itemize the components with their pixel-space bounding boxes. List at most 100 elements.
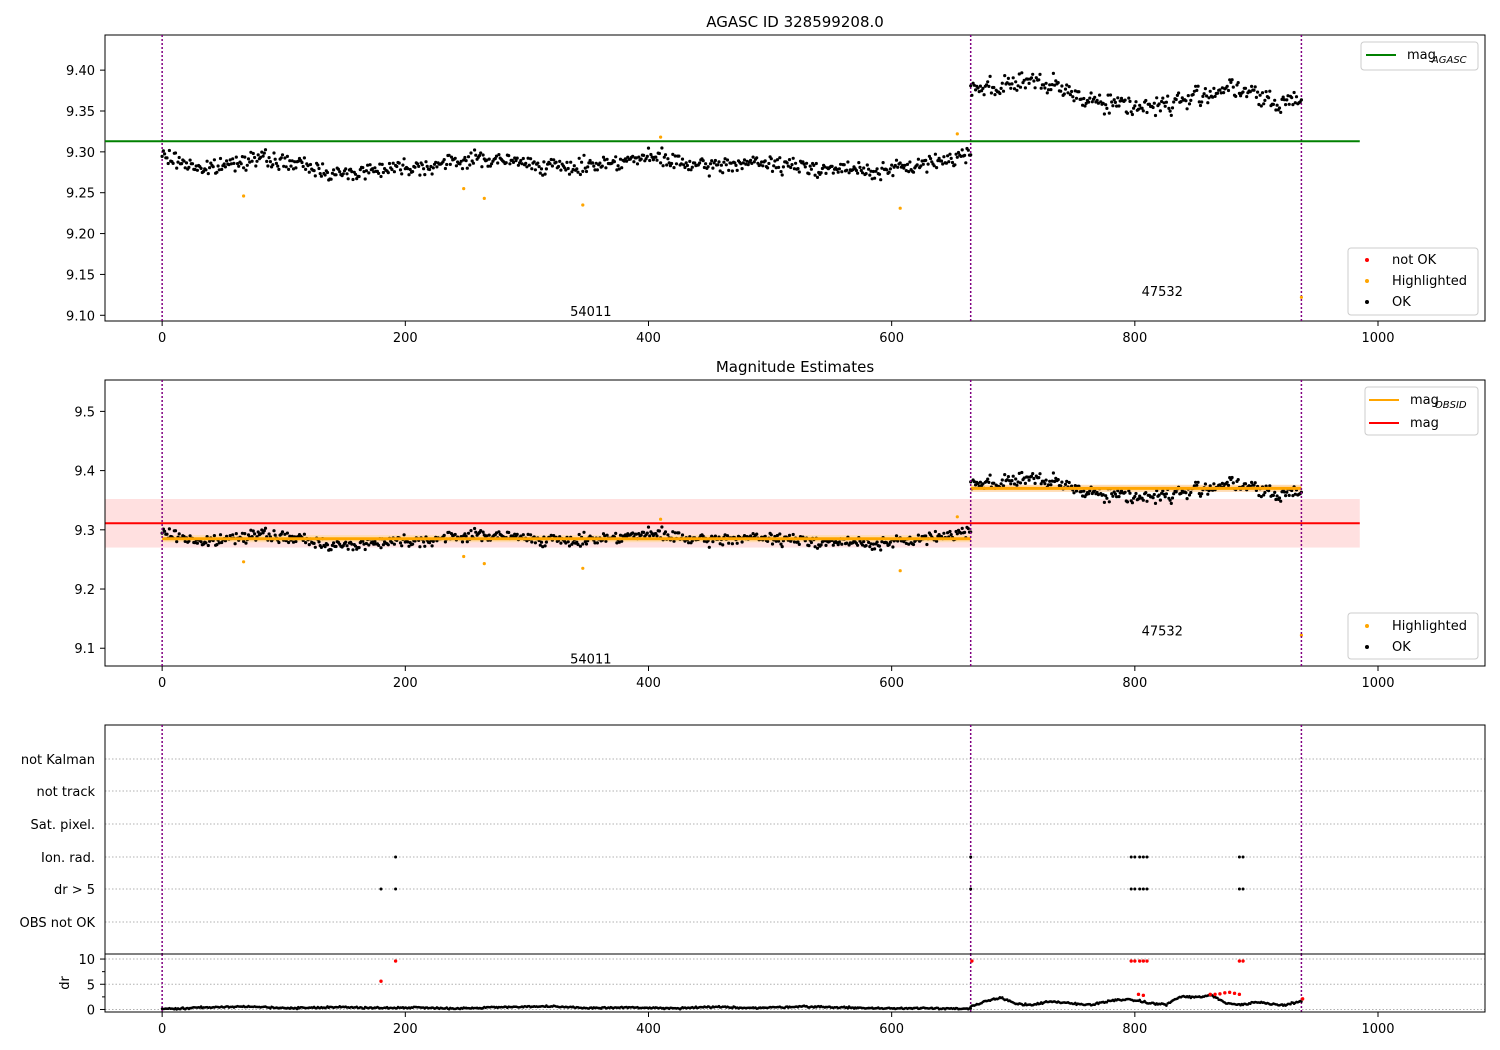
- ok-point: [1161, 96, 1165, 100]
- ok-point: [429, 164, 433, 169]
- ok-point: [302, 532, 306, 536]
- ok-point: [916, 533, 921, 537]
- ok-point: [860, 171, 865, 175]
- ok-point: [350, 542, 354, 546]
- ok-point: [1161, 489, 1165, 493]
- ok-point: [1200, 100, 1204, 104]
- ok-point: [659, 161, 663, 165]
- ok-point: [239, 162, 243, 166]
- ok-point: [582, 530, 586, 534]
- ok-point: [1049, 88, 1053, 92]
- ok-point: [208, 166, 212, 170]
- ok-point: [903, 163, 907, 167]
- ok-point: [1284, 103, 1288, 107]
- ok-point: [595, 168, 600, 172]
- ok-point: [1257, 102, 1261, 107]
- ok-point: [1299, 98, 1303, 102]
- ok-point: [377, 171, 381, 175]
- ok-point: [713, 534, 718, 538]
- ok-point: [944, 161, 949, 165]
- ok-point: [891, 174, 895, 178]
- ok-point: [1127, 96, 1131, 100]
- ok-point: [1020, 71, 1024, 75]
- ok-point: [1140, 106, 1144, 110]
- ok-point: [220, 167, 224, 171]
- ok-point: [869, 169, 873, 173]
- ok-point: [578, 172, 583, 177]
- ok-point: [963, 153, 967, 157]
- ok-point: [1162, 101, 1166, 105]
- ok-point: [1037, 78, 1041, 82]
- ok-point: [473, 526, 477, 531]
- ok-point: [1145, 499, 1149, 503]
- ok-point: [846, 160, 850, 164]
- y-tick-label: 9.30: [66, 146, 95, 161]
- ok-point: [381, 170, 385, 175]
- ok-point: [787, 533, 792, 538]
- ok-point: [341, 172, 345, 176]
- dr-not-ok-point: [1213, 992, 1217, 997]
- ok-point: [1212, 86, 1216, 90]
- ok-point: [434, 160, 438, 164]
- ok-point: [572, 164, 576, 168]
- ok-point: [244, 541, 248, 545]
- ok-point: [1098, 93, 1102, 97]
- flag-point: [379, 887, 383, 891]
- ok-point: [634, 532, 638, 536]
- ok-point: [761, 164, 765, 168]
- ok-point: [575, 167, 579, 171]
- ok-point: [1051, 471, 1055, 475]
- ok-point: [442, 533, 446, 538]
- ok-point: [586, 165, 590, 169]
- ok-point: [933, 152, 938, 156]
- ok-point: [831, 171, 835, 175]
- ok-point: [959, 531, 963, 535]
- ok-point: [567, 544, 572, 548]
- ok-point: [334, 173, 338, 177]
- ok-point: [319, 174, 323, 178]
- ok-point: [591, 161, 595, 165]
- ok-point: [1274, 108, 1278, 112]
- ok-point: [1128, 99, 1132, 103]
- ok-point: [379, 546, 383, 550]
- ok-point: [674, 162, 679, 166]
- ok-point: [215, 170, 219, 174]
- ok-point: [578, 544, 583, 548]
- y-tick-label: 9.15: [66, 268, 95, 283]
- ok-point: [1063, 87, 1068, 91]
- ok-point: [367, 543, 371, 547]
- ok-point: [1144, 491, 1148, 495]
- ok-point: [924, 534, 928, 538]
- ok-point: [218, 533, 223, 537]
- ok-point: [1282, 490, 1286, 494]
- ok-point: [684, 161, 688, 165]
- ok-point: [1050, 479, 1054, 483]
- ok-point: [593, 168, 597, 172]
- ok-point: [543, 544, 547, 548]
- ok-point: [1196, 480, 1200, 484]
- ok-point: [1011, 474, 1015, 478]
- ok-point: [391, 161, 395, 165]
- ok-point: [1282, 98, 1286, 102]
- ok-point: [794, 161, 798, 165]
- ok-point: [443, 166, 447, 171]
- ok-point: [1090, 100, 1094, 104]
- ok-point: [222, 162, 226, 166]
- ok-point: [791, 156, 795, 160]
- ok-point: [792, 167, 797, 171]
- ok-point: [779, 170, 783, 174]
- ok-point: [959, 154, 963, 158]
- ok-point: [605, 533, 609, 537]
- ok-point: [195, 168, 199, 172]
- ok-point: [466, 155, 471, 159]
- ok-point: [424, 160, 428, 164]
- ok-point: [805, 161, 809, 165]
- ok-point: [1257, 493, 1261, 498]
- ok-point: [442, 158, 446, 162]
- ok-point: [262, 529, 266, 533]
- ok-point: [977, 90, 981, 94]
- ok-point: [987, 480, 991, 484]
- ok-point: [300, 160, 304, 165]
- ok-point: [1105, 106, 1109, 110]
- ok-point: [741, 161, 745, 165]
